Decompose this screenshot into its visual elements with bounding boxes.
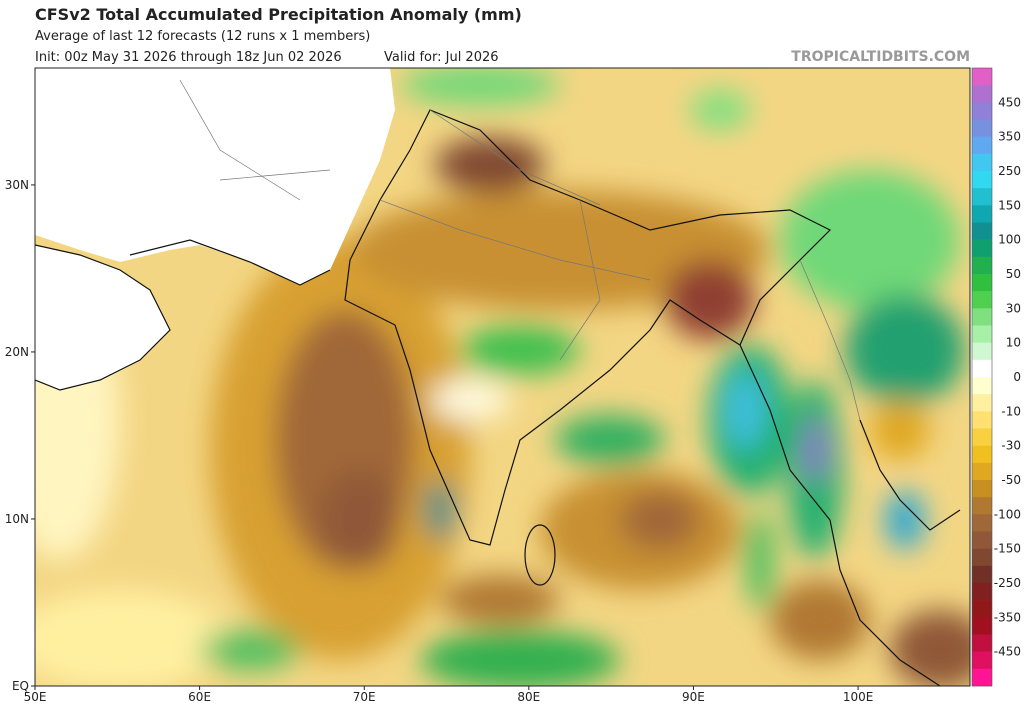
colorbar-swatch bbox=[972, 514, 992, 532]
colorbar-swatch bbox=[972, 239, 992, 258]
colorbar-label: 150 bbox=[998, 198, 1021, 212]
y-tick-label: 30N bbox=[5, 178, 29, 192]
coastline-indochina bbox=[859, 419, 961, 531]
title: CFSv2 Total Accumulated Precipitation An… bbox=[35, 5, 522, 24]
colorbar-swatch bbox=[972, 480, 992, 498]
x-tick-label: 80E bbox=[517, 690, 540, 704]
colorbar-swatch bbox=[972, 188, 992, 206]
colorbar-swatch bbox=[972, 325, 992, 343]
colorbar-swatch bbox=[972, 600, 992, 618]
colorbar-swatch bbox=[972, 634, 992, 652]
valid-time: Valid for: Jul 2026 bbox=[384, 50, 499, 65]
colorbar-label: -50 bbox=[1001, 473, 1021, 487]
colorbar-label: 100 bbox=[998, 233, 1021, 247]
coastline bbox=[35, 244, 171, 391]
subtitle: Average of last 12 forecasts (12 runs x … bbox=[35, 29, 370, 44]
colorbar-swatch bbox=[972, 291, 992, 309]
map-frame bbox=[34, 67, 971, 687]
colorbar-swatch bbox=[972, 445, 992, 464]
colorbar-swatch bbox=[972, 548, 992, 567]
colorbar-swatch bbox=[972, 497, 992, 515]
x-tick-label: 100E bbox=[843, 690, 874, 704]
colorbar-label: 450 bbox=[998, 95, 1021, 109]
x-tick-label: 70E bbox=[353, 690, 376, 704]
colorbar-swatch bbox=[972, 68, 992, 86]
colorbar-swatch bbox=[972, 583, 992, 601]
x-tick-label: 60E bbox=[188, 690, 211, 704]
colorbar-swatch bbox=[972, 274, 992, 292]
colorbar-label: -30 bbox=[1001, 439, 1021, 453]
colorbar-swatch bbox=[972, 377, 992, 395]
y-tick-label: 20N bbox=[5, 345, 29, 359]
colorbar-label: -350 bbox=[994, 610, 1021, 624]
colorbar-swatch bbox=[972, 171, 992, 189]
colorbar-label: 250 bbox=[998, 164, 1021, 178]
coastline-india bbox=[344, 109, 832, 546]
colorbar-label: -250 bbox=[994, 576, 1021, 590]
colorbar-swatch bbox=[972, 205, 992, 223]
colorbar-swatch bbox=[972, 102, 992, 120]
y-tick-label: EQ bbox=[12, 679, 29, 693]
colorbar-swatch bbox=[972, 308, 992, 326]
colorbar-swatch bbox=[972, 136, 992, 155]
colorbar-label: 30 bbox=[1006, 301, 1021, 315]
colorbar-swatch bbox=[972, 359, 992, 378]
colorbar-label: -450 bbox=[994, 645, 1021, 659]
colorbar-swatch bbox=[972, 119, 992, 137]
colorbar-swatch bbox=[972, 222, 992, 240]
x-tick-label: 50E bbox=[24, 690, 47, 704]
colorbar-swatch bbox=[972, 668, 992, 687]
colorbar-swatch bbox=[972, 617, 992, 635]
colorbar-frame bbox=[971, 67, 993, 687]
y-tick-label: 10N bbox=[5, 512, 29, 526]
colorbar-label: 50 bbox=[1006, 267, 1021, 281]
colorbar-label: 10 bbox=[1006, 336, 1021, 350]
colorbar-swatch bbox=[972, 428, 992, 446]
anomaly-shading bbox=[35, 68, 970, 686]
colorbar-swatch bbox=[972, 462, 992, 481]
colorbar-swatch bbox=[972, 651, 992, 670]
colorbar-swatch bbox=[972, 531, 992, 549]
init-time: Init: 00z May 31 2026 through 18z Jun 02… bbox=[35, 50, 342, 65]
no-data-land bbox=[35, 68, 395, 285]
colorbar-label: -10 bbox=[1001, 404, 1021, 418]
sri-lanka bbox=[524, 524, 556, 586]
x-tick-label: 90E bbox=[682, 690, 705, 704]
colorbar-label: 350 bbox=[998, 130, 1021, 144]
colorbar-label: 0 bbox=[1013, 370, 1021, 384]
colorbar-swatch bbox=[972, 85, 992, 103]
colorbar-swatch bbox=[972, 153, 992, 172]
coastline-myanmar bbox=[739, 344, 941, 686]
credit: TROPICALTIDBITS.COM bbox=[791, 49, 970, 65]
colorbar-swatch bbox=[972, 342, 992, 361]
colorbar-swatch bbox=[972, 394, 992, 412]
colorbar-label: -100 bbox=[994, 507, 1021, 521]
colorbar-swatch bbox=[972, 565, 992, 584]
map-field bbox=[35, 68, 970, 686]
borders bbox=[179, 79, 861, 421]
coastline bbox=[129, 239, 331, 286]
colorbar-swatch bbox=[972, 411, 992, 429]
colorbar-swatch bbox=[972, 256, 992, 275]
colorbar-label: -150 bbox=[994, 542, 1021, 556]
